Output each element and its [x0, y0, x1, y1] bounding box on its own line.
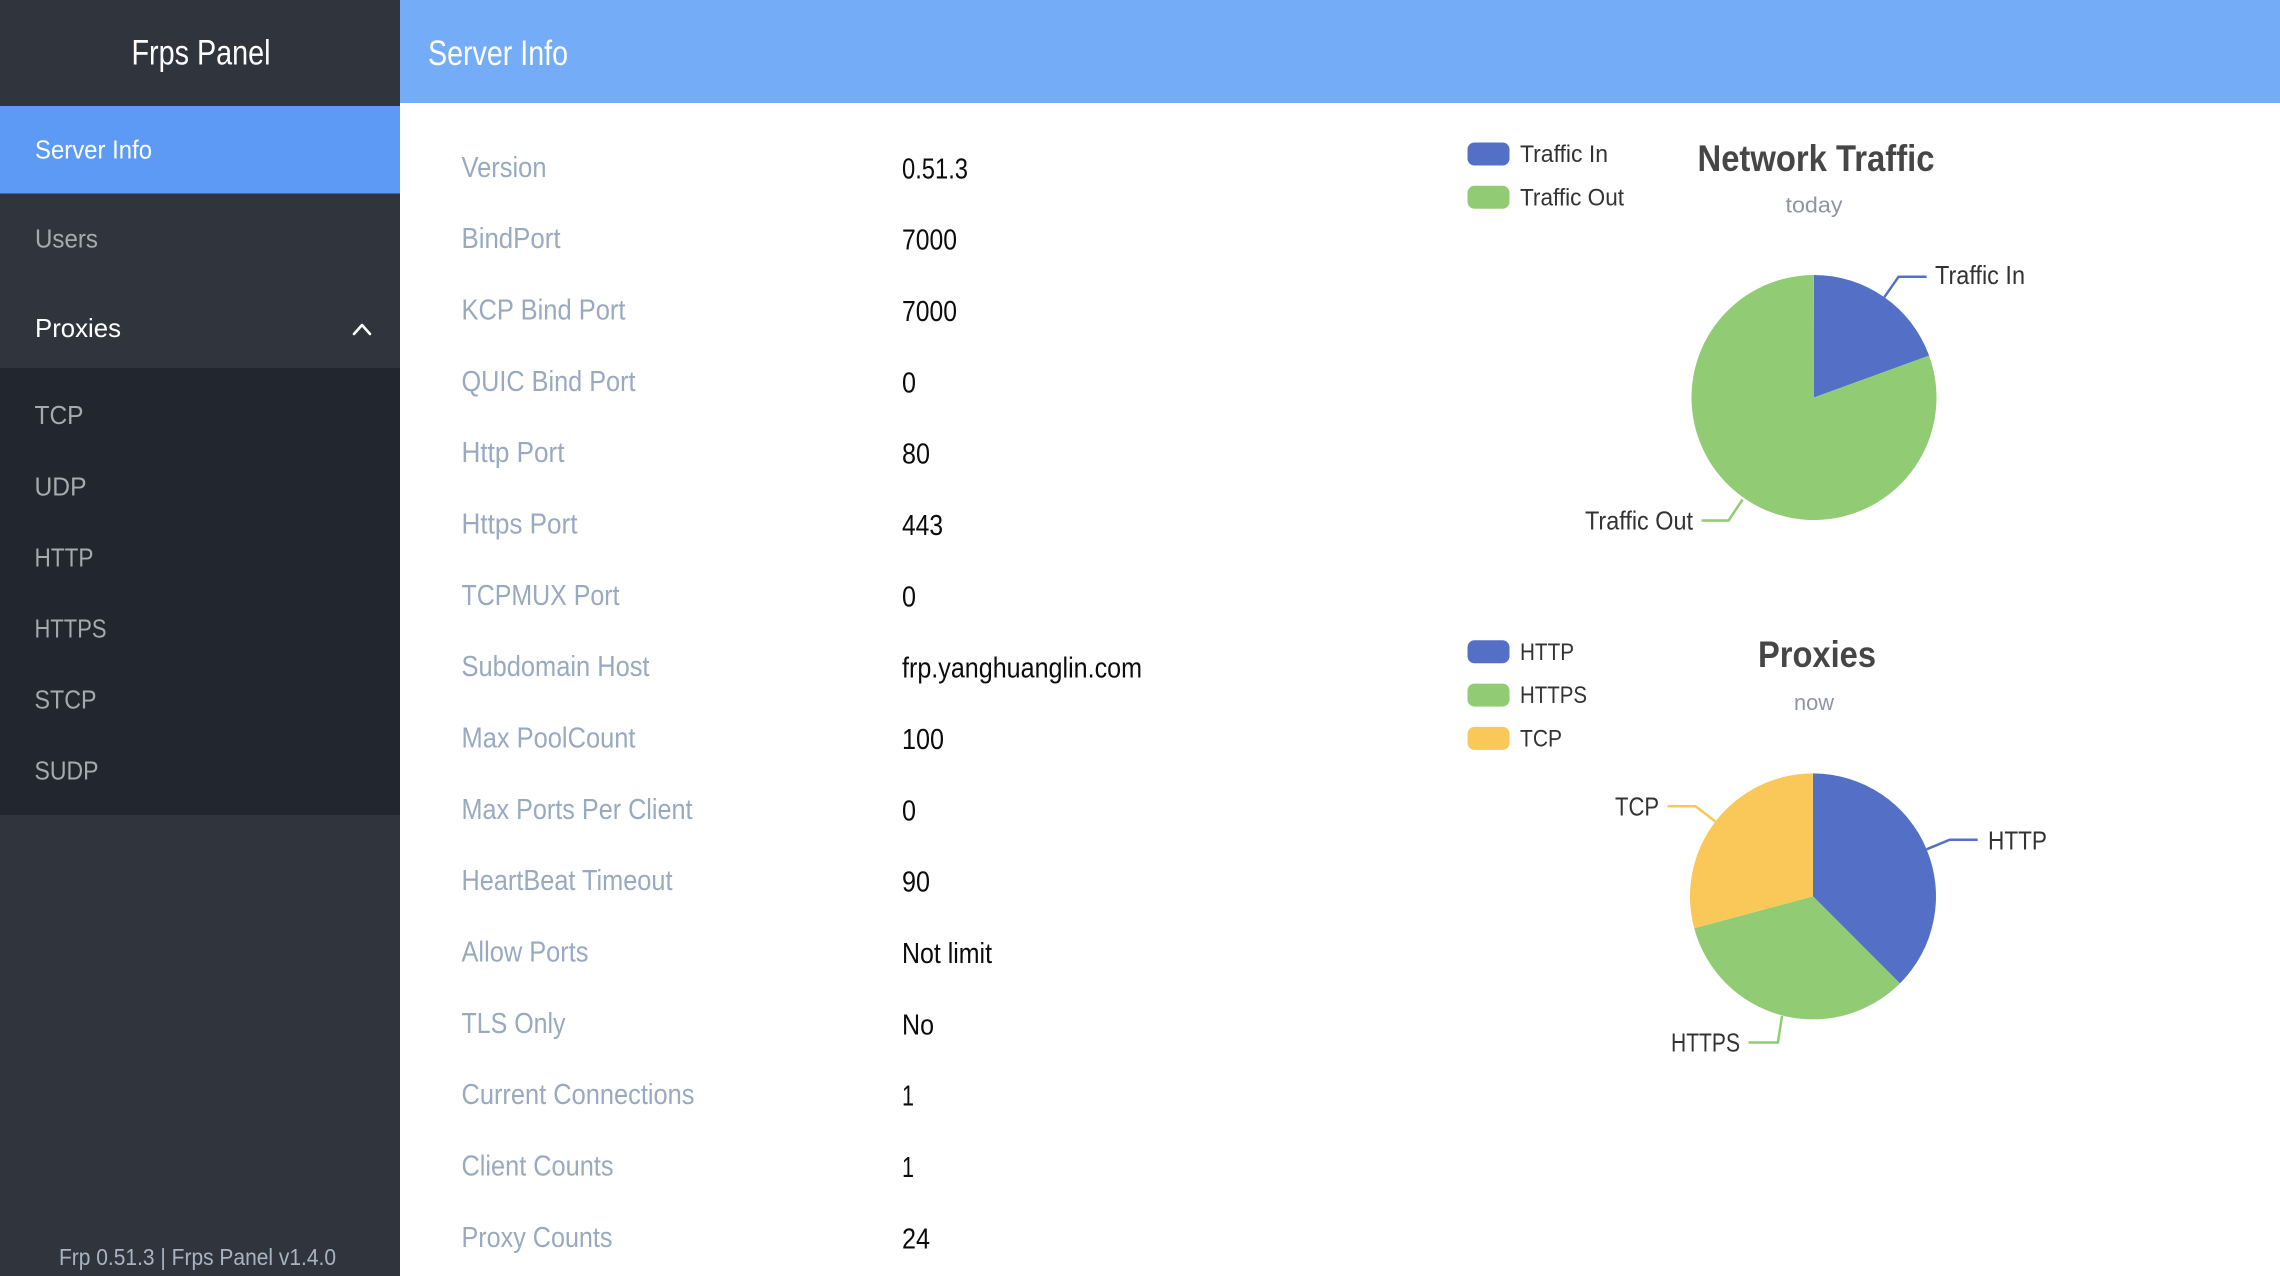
- svg-text:Max PoolCount: Max PoolCount: [462, 723, 636, 755]
- svg-text:Current Connections: Current Connections: [462, 1079, 695, 1111]
- svg-text:TCP: TCP: [35, 400, 84, 430]
- svg-text:0: 0: [902, 367, 916, 399]
- svg-text:Traffic Out: Traffic Out: [1520, 184, 1624, 211]
- svg-text:KCP Bind Port: KCP Bind Port: [462, 295, 626, 327]
- svg-text:TCPMUX Port: TCPMUX Port: [462, 580, 620, 612]
- svg-text:Https Port: Https Port: [462, 509, 578, 541]
- svg-text:HTTPS: HTTPS: [1671, 1028, 1740, 1058]
- svg-text:HTTP: HTTP: [1520, 639, 1574, 666]
- svg-text:1: 1: [902, 1152, 914, 1184]
- svg-text:0.51.3: 0.51.3: [902, 153, 968, 185]
- svg-text:UDP: UDP: [35, 472, 87, 502]
- svg-text:Max Ports Per Client: Max Ports Per Client: [462, 794, 693, 826]
- svg-text:Proxies: Proxies: [35, 313, 121, 343]
- svg-text:Users: Users: [35, 224, 98, 254]
- svg-text:Server Info: Server Info: [428, 34, 568, 73]
- svg-text:Proxy Counts: Proxy Counts: [462, 1222, 613, 1254]
- svg-text:BindPort: BindPort: [462, 223, 561, 255]
- svg-text:TCP: TCP: [1615, 792, 1659, 822]
- svg-text:frp.yanghuanglin.com: frp.yanghuanglin.com: [902, 653, 1142, 685]
- svg-text:Subdomain Host: Subdomain Host: [462, 651, 650, 683]
- svg-text:Network Traffic: Network Traffic: [1698, 138, 1935, 179]
- svg-text:HTTPS: HTTPS: [35, 614, 107, 644]
- svg-text:Http Port: Http Port: [462, 437, 565, 469]
- svg-text:7000: 7000: [902, 225, 957, 257]
- svg-text:Frps Panel: Frps Panel: [132, 33, 271, 72]
- svg-text:Traffic In: Traffic In: [1935, 260, 2025, 290]
- svg-text:1: 1: [902, 1081, 914, 1113]
- svg-text:Proxies: Proxies: [1758, 634, 1876, 675]
- svg-text:443: 443: [902, 510, 943, 542]
- svg-text:HTTP: HTTP: [1988, 826, 2047, 856]
- svg-text:HeartBeat Timeout: HeartBeat Timeout: [462, 865, 673, 897]
- svg-text:7000: 7000: [902, 296, 957, 328]
- svg-text:today: today: [1786, 193, 1843, 218]
- svg-text:Traffic Out: Traffic Out: [1585, 506, 1694, 536]
- svg-text:Version: Version: [462, 152, 547, 184]
- svg-text:Frp 0.51.3 | Frps Panel v1.4.0: Frp 0.51.3 | Frps Panel v1.4.0: [59, 1244, 336, 1270]
- svg-text:QUIC Bind Port: QUIC Bind Port: [462, 366, 636, 398]
- svg-text:Server Info: Server Info: [35, 135, 152, 165]
- svg-text:0: 0: [902, 795, 916, 827]
- svg-text:TLS Only: TLS Only: [462, 1008, 566, 1040]
- svg-text:80: 80: [902, 439, 930, 471]
- svg-text:Traffic In: Traffic In: [1520, 141, 1608, 168]
- svg-text:now: now: [1794, 690, 1834, 715]
- svg-text:Not limit: Not limit: [902, 938, 992, 970]
- svg-text:HTTPS: HTTPS: [1520, 682, 1587, 709]
- svg-text:SUDP: SUDP: [35, 756, 99, 786]
- svg-text:No: No: [902, 1009, 934, 1041]
- svg-text:100: 100: [902, 724, 944, 756]
- svg-text:90: 90: [902, 867, 930, 899]
- svg-text:Allow Ports: Allow Ports: [462, 937, 589, 969]
- svg-text:HTTP: HTTP: [35, 543, 94, 573]
- svg-text:STCP: STCP: [35, 685, 97, 715]
- svg-text:0: 0: [902, 581, 916, 613]
- svg-text:24: 24: [902, 1223, 930, 1255]
- svg-text:Client Counts: Client Counts: [462, 1151, 614, 1183]
- svg-text:TCP: TCP: [1520, 725, 1562, 752]
